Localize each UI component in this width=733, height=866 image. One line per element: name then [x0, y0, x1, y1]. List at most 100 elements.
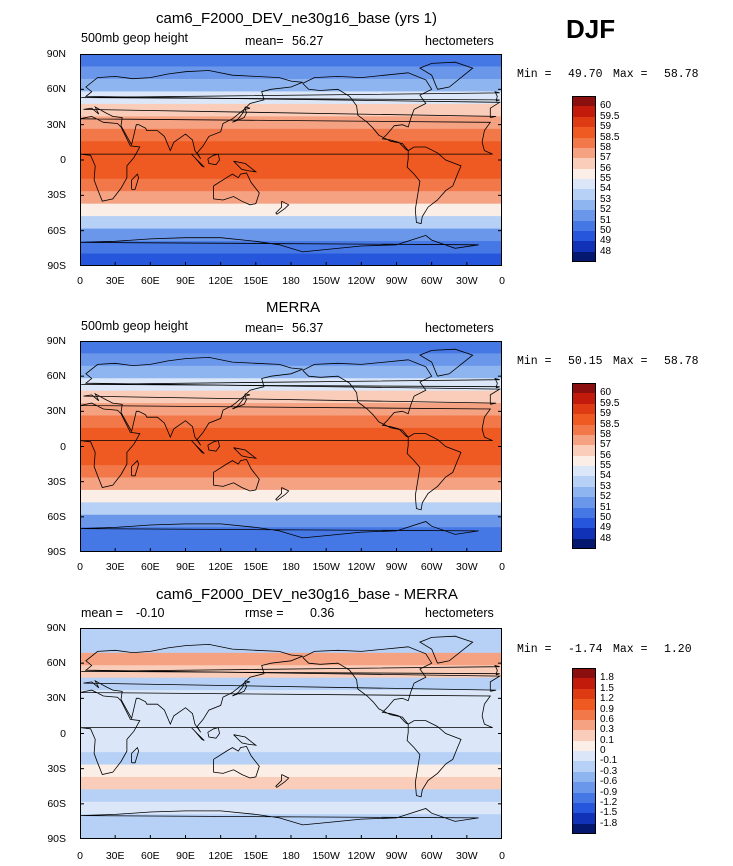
x-tick-label: 180	[282, 275, 300, 287]
coastline	[80, 234, 479, 253]
map-band	[80, 178, 502, 192]
y-tick-label: 30S	[47, 189, 66, 202]
panel3-min-value: -1.74	[568, 643, 603, 656]
panel1-units: hectometers	[425, 34, 494, 48]
map-band	[80, 440, 502, 454]
map-band	[80, 353, 502, 367]
coastline	[83, 356, 502, 446]
coastline	[302, 359, 433, 438]
y-tick-label: 60S	[47, 797, 66, 810]
map-band	[80, 465, 502, 479]
colorbar-box	[572, 719, 596, 731]
colorbar-box	[572, 210, 596, 221]
colorbar-box	[572, 771, 596, 783]
colorbar-box	[572, 709, 596, 721]
colorbar-label: 59.5	[600, 397, 620, 409]
coastline	[275, 200, 290, 215]
coastline	[233, 160, 258, 173]
map-band	[80, 415, 502, 429]
x-tick-label: 150E	[243, 561, 269, 573]
y-tick-label: 60N	[46, 370, 66, 383]
y-tick-label: 30S	[47, 475, 66, 488]
colorbar-label: -0.9	[600, 786, 618, 798]
colorbar-label: 52	[600, 491, 612, 503]
colorbar-box	[572, 189, 596, 201]
y-tick-label: 0	[60, 440, 66, 453]
colorbar-box	[572, 199, 596, 211]
colorbar-label: 0.9	[600, 703, 614, 715]
colorbar-box	[572, 230, 596, 242]
panel1-variable: 500mb geop height	[81, 31, 189, 45]
coastline	[131, 459, 140, 477]
colorbar-box	[572, 486, 596, 498]
y-tick-label: 30N	[46, 118, 66, 131]
x-tick-label: 30W	[456, 561, 478, 573]
y-tick-label: 90N	[46, 622, 66, 634]
colorbar-label: 53	[600, 480, 612, 492]
map-band	[80, 203, 502, 217]
y-tick-label: 90S	[47, 833, 66, 845]
map-band	[80, 341, 502, 355]
panel2-colorbar: 60 59.5 59 58.5 58 57 56 55 54 53 52 51 50 49 48	[572, 383, 642, 550]
x-tick-label: 150W	[312, 275, 340, 287]
panel3-max-label: Max =	[613, 643, 648, 656]
coastline	[207, 440, 220, 452]
colorbar-box	[572, 455, 596, 467]
x-tick-label: 60W	[420, 275, 443, 287]
colorbar-box	[572, 393, 596, 405]
colorbar-label: -1.2	[600, 796, 618, 808]
coastline	[81, 91, 500, 102]
panel2-mean-label: mean=	[245, 321, 284, 335]
coastline	[213, 172, 260, 206]
colorbar-box	[572, 507, 596, 519]
x-tick-label: 0	[499, 850, 505, 862]
map-band	[80, 216, 502, 230]
x-tick-label: 30E	[105, 275, 125, 287]
colorbar-box	[572, 678, 596, 690]
colorbar-box	[572, 782, 596, 793]
coastline	[80, 402, 493, 488]
colorbar-box	[572, 383, 596, 394]
map-band	[80, 66, 502, 80]
map-band	[80, 764, 502, 778]
colorbar-label: 58	[600, 428, 612, 440]
colorbar-box	[572, 158, 596, 169]
colorbar-label: 50	[600, 224, 612, 236]
map-band	[80, 128, 502, 142]
map-band	[80, 801, 502, 815]
colorbar-label: 59	[600, 121, 612, 133]
colorbar-box	[572, 147, 596, 159]
y-tick-label: 30N	[46, 405, 66, 418]
panel3-xticks: 0 30E 60E 90E 120E 150E 180 150W 120W 90W 60W 30W 0	[77, 850, 505, 864]
colorbar-box	[572, 802, 596, 814]
panel2-xticks: 0 30E 60E 90E 120E 150E 180 150W 120W 90W 60W 30W 0	[77, 561, 505, 575]
colorbar-label: 54	[600, 470, 612, 482]
colorbar-label: 58.5	[600, 131, 620, 143]
panel3-colorbar: 1.8 1.5 1.2 0.9 0.6 0.3 0.1 0 -0.1 -0.3 -0.6 -0.9 -1…	[572, 668, 642, 835]
colorbar-label: 60	[600, 100, 612, 112]
map-band	[80, 54, 502, 68]
panel2-map	[80, 341, 502, 552]
y-tick-label: 90S	[47, 260, 66, 272]
map-band	[80, 714, 502, 728]
x-tick-label: 120E	[208, 850, 233, 862]
y-tick-label: 60S	[47, 224, 66, 237]
panel2-variable: 500mb geop height	[81, 319, 189, 333]
x-tick-label: 60E	[140, 561, 160, 573]
panel1-max-value: 58.78	[664, 68, 699, 81]
x-tick-label: 120W	[347, 850, 376, 862]
colorbar-label: 56	[600, 162, 612, 174]
y-tick-label: 60S	[47, 510, 66, 523]
colorbar-label: -1.8	[600, 817, 618, 829]
colorbar-box	[572, 168, 596, 180]
colorbar-label: 59.5	[600, 110, 620, 122]
x-tick-label: 30W	[456, 850, 478, 862]
colorbar-label: 57	[600, 152, 612, 164]
map-band	[80, 166, 502, 180]
panel3-min-label: Min =	[517, 643, 552, 656]
map-band	[80, 103, 502, 117]
coastline	[207, 153, 220, 166]
x-tick-label: 150E	[243, 850, 269, 862]
colorbar-label: 0.3	[600, 724, 614, 736]
x-tick-label: 150W	[312, 850, 340, 862]
